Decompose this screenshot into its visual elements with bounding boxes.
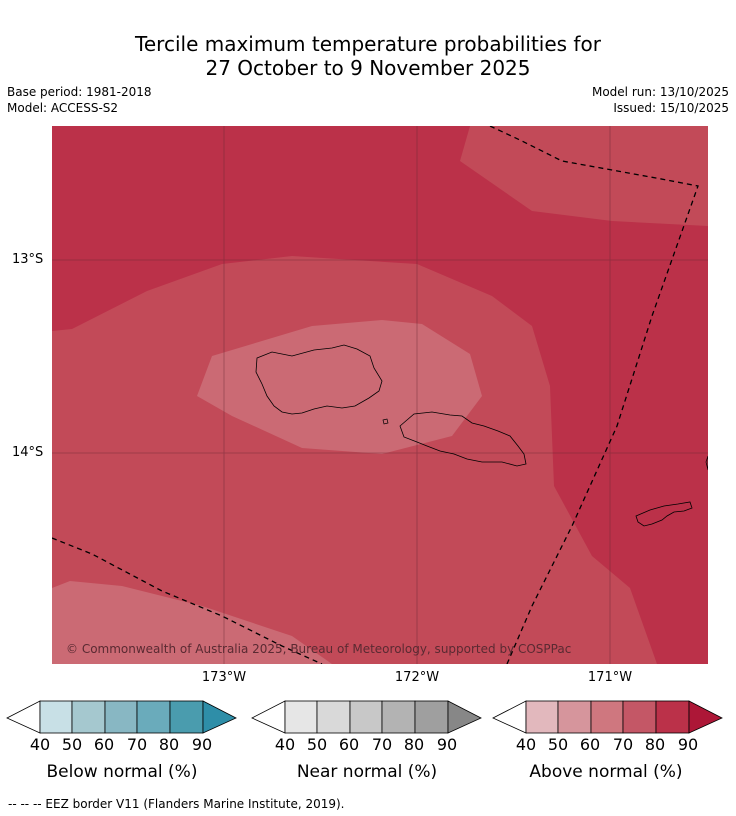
tick-label: 40 [29, 735, 51, 754]
tick-label: 90 [436, 735, 458, 754]
colorbar-segment [316, 700, 351, 734]
tick-label: 60 [579, 735, 601, 754]
tick-label: 80 [644, 735, 666, 754]
model-name: Model: ACCESS-S2 [7, 101, 119, 115]
lat-label-14s: 14°S [12, 445, 44, 460]
lon-label-172w: 172°W [394, 670, 440, 685]
colorbar-segment [688, 700, 723, 734]
colorbar-segment [447, 700, 482, 734]
tick-label: 50 [547, 735, 569, 754]
colorbar-segment [284, 700, 318, 734]
lat-label-13s: 13°S [12, 252, 44, 267]
colorbar-segment [202, 700, 237, 734]
issued-date: Issued: 15/10/2025 [613, 101, 729, 115]
tick-label: 90 [677, 735, 699, 754]
aunuu-island [705, 455, 708, 471]
upolu-island[interactable] [399, 411, 527, 467]
colorbar-near-normal [251, 700, 482, 734]
tick-label: 60 [338, 735, 360, 754]
colorbar-segment [557, 700, 592, 734]
manono-island [382, 418, 389, 425]
tick-label: 50 [306, 735, 328, 754]
colorbar-segment [71, 700, 106, 734]
tick-label: 80 [158, 735, 180, 754]
tick-label: 60 [93, 735, 115, 754]
tick-label: 90 [191, 735, 213, 754]
band-70-80-top-right [460, 126, 708, 226]
colorbar-segment [251, 700, 286, 734]
colorbar-segment [104, 700, 138, 734]
colorbar-segment [39, 700, 73, 734]
colorbar-segment [414, 700, 449, 734]
colorbar-segment [381, 700, 416, 734]
tick-label: 70 [371, 735, 393, 754]
eez-footnote: -- -- -- EEZ border V11 (Flanders Marine… [8, 797, 345, 811]
colorbar-segment [492, 700, 527, 734]
colorbar-segment [6, 700, 41, 734]
colorbar-segment [169, 700, 204, 734]
colorbar-segment [622, 700, 657, 734]
model-run: Model run: 13/10/2025 [591, 85, 729, 99]
lon-label-171w: 171°W [587, 670, 633, 685]
probability-map[interactable]: © Commonwealth of Australia 2025, Bureau… [52, 126, 708, 664]
graticule [52, 126, 708, 664]
tick-label: 70 [126, 735, 148, 754]
savaii-island[interactable] [255, 344, 383, 415]
colorbar-segment [525, 700, 559, 734]
band-70-80-central [52, 256, 657, 664]
colorbar-above-title: Above normal (%) [529, 762, 683, 782]
tick-label: 40 [274, 735, 296, 754]
lon-label-173w: 173°W [201, 670, 247, 685]
colorbar-above-normal [492, 700, 723, 734]
tick-label: 40 [515, 735, 537, 754]
title-line-1: Tercile maximum temperature probabilitie… [135, 32, 601, 56]
eez-border [52, 126, 699, 664]
colorbar-segment [136, 700, 171, 734]
colorbar-below-title: Below normal (%) [46, 762, 198, 782]
copyright-notice: © Commonwealth of Australia 2025, Bureau… [66, 642, 571, 656]
colorbar-segment [655, 700, 690, 734]
tick-label: 70 [612, 735, 634, 754]
base-period: Base period: 1981-2018 [7, 85, 152, 99]
tutuila-island[interactable] [635, 501, 693, 527]
colorbar-segment [590, 700, 624, 734]
colorbar-segment [349, 700, 383, 734]
colorbar-near-title: Near normal (%) [296, 762, 438, 782]
title-line-2: 27 October to 9 November 2025 [205, 56, 531, 80]
colorbar-below-normal [6, 700, 237, 734]
tick-label: 80 [403, 735, 425, 754]
band-60-70-bottom-left [52, 581, 332, 664]
tick-label: 50 [61, 735, 83, 754]
